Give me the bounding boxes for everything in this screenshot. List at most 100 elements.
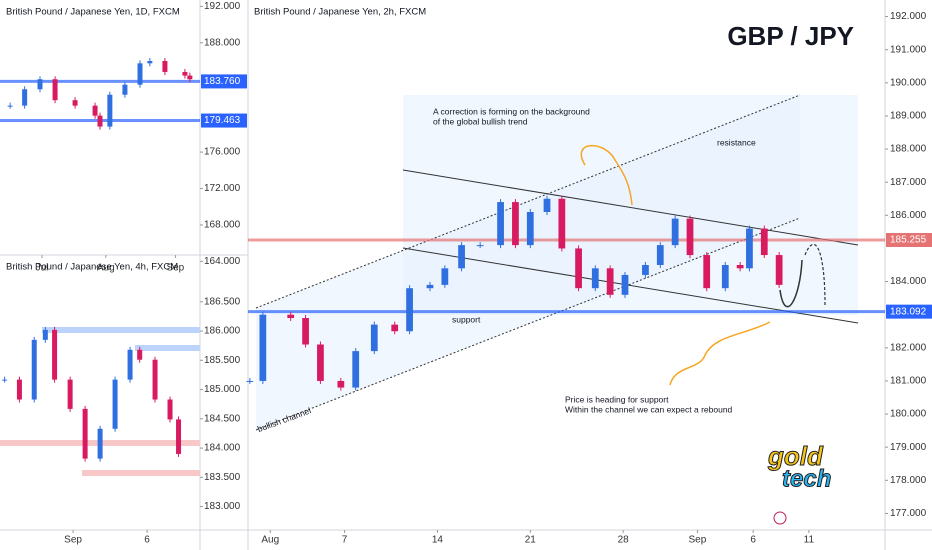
candle	[7, 105, 13, 107]
y-tick-label: 186.000	[204, 326, 241, 337]
candle	[37, 79, 43, 90]
channel-fill	[256, 95, 800, 430]
candle	[558, 198, 566, 249]
y-tick-label: 184.000	[204, 443, 241, 454]
price-label-bg	[201, 113, 247, 128]
annotation: A correction is forming on the backgroun…	[433, 106, 590, 116]
candle	[52, 79, 58, 101]
y-tick-label: 183.000	[204, 501, 241, 512]
price-label-bg	[886, 232, 932, 247]
candle	[591, 268, 599, 289]
y-tick-label: 164.000	[204, 256, 241, 267]
annotation: Within the channel we can expect a rebou…	[565, 404, 733, 414]
y-tick-label: 191.000	[890, 44, 927, 55]
forecast-path	[779, 259, 803, 308]
y-tick-label: 180.000	[890, 409, 927, 420]
y-tick-label: 172.000	[204, 183, 241, 194]
x-tick-label: 6	[144, 535, 150, 546]
y-tick-label: 178.000	[890, 475, 927, 486]
candle	[127, 349, 133, 380]
y-tick-label: 181.000	[890, 376, 927, 387]
candle	[82, 408, 88, 459]
candle	[671, 218, 679, 246]
candle	[16, 379, 22, 400]
x-tick-label: 11	[804, 535, 815, 546]
candle	[167, 399, 173, 420]
price-label: 183.092	[890, 306, 927, 317]
y-tick-label: 188.000	[890, 144, 927, 155]
candle	[746, 228, 753, 269]
price-label: 185.255	[890, 235, 927, 246]
y-tick-label: 179.000	[890, 442, 927, 453]
candle	[152, 359, 158, 400]
candle	[526, 212, 534, 246]
candle	[2, 379, 8, 381]
x-tick-label: 7	[342, 535, 348, 546]
panel-title: British Pound / Japanese Yen, 1D, FXCM	[6, 7, 180, 18]
channel-line	[255, 94, 801, 309]
candle	[31, 339, 37, 400]
candle	[67, 379, 73, 409]
y-tick-label: 190.000	[890, 77, 927, 88]
x-tick-label: Jul	[36, 263, 49, 274]
x-tick-label: 6	[750, 535, 756, 546]
y-tick-label: 189.000	[890, 111, 927, 122]
candle	[575, 248, 582, 289]
candle	[42, 329, 48, 340]
trend-line	[402, 169, 859, 246]
price-label: 179.463	[204, 115, 241, 126]
x-tick-label: Aug	[261, 535, 279, 546]
candle	[246, 380, 254, 382]
candle	[72, 100, 78, 106]
candle	[760, 228, 768, 256]
price-label-bg	[886, 304, 932, 319]
candle	[97, 428, 103, 459]
x-tick-label: 28	[618, 535, 630, 546]
candle	[92, 105, 98, 116]
y-tick-label: 185.000	[204, 384, 241, 395]
candle	[686, 218, 694, 256]
annotation: support	[452, 314, 481, 324]
y-tick-label: 186.000	[890, 210, 927, 221]
panel-title: British Pound / Japanese Yen, 2h, FXCM	[254, 7, 426, 18]
candle	[107, 94, 113, 127]
candle	[775, 255, 783, 285]
y-tick-label: 187.000	[890, 177, 927, 188]
y-tick-label: 183.500	[204, 472, 241, 483]
candle	[370, 324, 378, 352]
annotation: of the global bullish trend	[433, 116, 528, 126]
x-tick-label: Sep	[166, 263, 184, 274]
price-label-bg	[201, 74, 247, 89]
annotation: resistance	[717, 137, 756, 147]
candle	[642, 265, 649, 275]
icon	[773, 511, 787, 525]
zone	[135, 345, 200, 351]
candle	[337, 380, 345, 388]
candle	[317, 344, 324, 381]
candle	[703, 255, 711, 289]
candle	[497, 202, 504, 246]
y-tick-label: 184.000	[890, 276, 927, 287]
candle	[122, 84, 128, 95]
y-tick-label: 184.500	[204, 413, 241, 424]
candle	[112, 379, 118, 429]
candle	[406, 288, 413, 332]
candle	[162, 61, 168, 72]
candle	[736, 265, 744, 269]
annotation: Price is heading for support	[565, 394, 669, 404]
candle	[287, 314, 295, 318]
candle	[476, 245, 484, 247]
arrow	[580, 144, 633, 206]
forecast-path	[804, 243, 826, 306]
candle	[176, 419, 182, 454]
y-tick-label: 192.000	[204, 1, 241, 12]
y-tick-label: 188.000	[204, 37, 241, 48]
candle	[441, 268, 449, 285]
candle	[606, 268, 614, 295]
x-tick-label: 21	[525, 535, 537, 546]
candle	[182, 71, 188, 76]
logo: gold	[767, 441, 824, 471]
zone	[82, 470, 200, 476]
